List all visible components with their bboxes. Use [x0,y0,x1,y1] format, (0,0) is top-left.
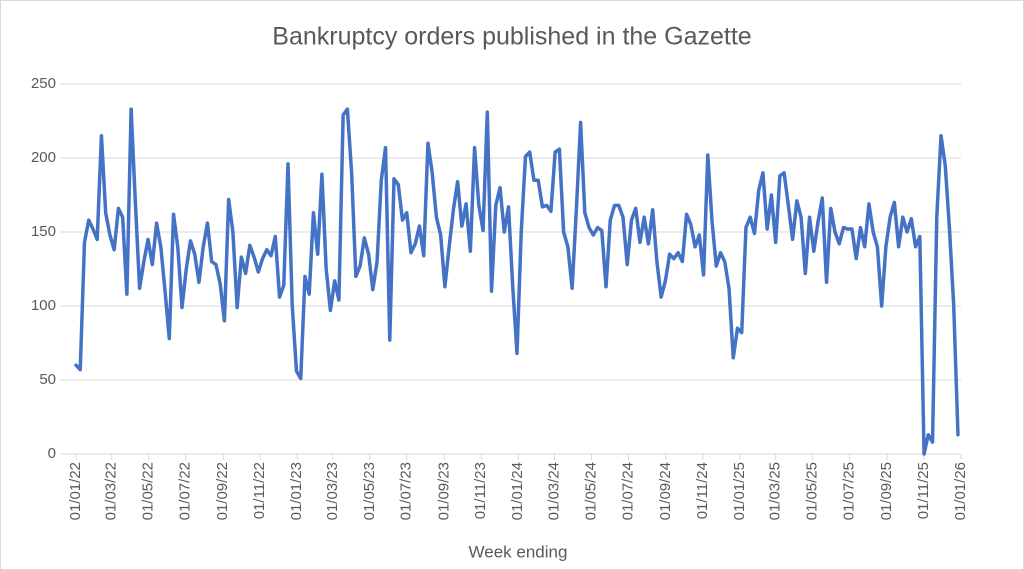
x-tick-label: 01/01/26 [952,462,969,520]
line-series [74,107,960,456]
y-tick-label: 200 [31,149,56,166]
x-tick-label: 01/07/23 [398,462,415,520]
y-tick-label: 50 [39,371,56,388]
x-tick-label: 01/03/22 [103,462,120,520]
x-tick-label: 01/03/24 [546,462,563,520]
x-tick-label: 01/01/25 [731,462,748,520]
x-tick-label: 01/09/22 [214,462,231,520]
x-tick-label: 01/11/23 [472,462,489,519]
x-tick-label: 01/01/23 [288,462,305,520]
x-tick-label: 01/11/24 [694,462,711,519]
x-tick-label: 01/01/24 [509,462,526,520]
x-tick-label: 01/05/22 [140,462,157,520]
x-tick-label: 01/09/24 [657,462,674,520]
x-tick-label: 01/11/22 [251,462,268,519]
x-tick-label: 01/01/22 [67,462,84,520]
x-tick-label: 01/03/23 [324,462,341,520]
x-tick-label: 01/07/25 [841,462,858,520]
x-tick-label: 01/11/25 [915,462,932,519]
y-tick-label: 100 [31,297,56,314]
x-tick-label: 01/03/25 [767,462,784,520]
x-tick-label: 01/07/24 [619,462,636,520]
x-tick-label: 01/05/24 [582,462,599,520]
y-tick-label: 150 [31,223,56,240]
x-tick-label: 01/07/22 [177,462,194,520]
chart-title: Bankruptcy orders published in the Gazet… [272,23,751,51]
x-tick-label: 01/05/23 [361,462,378,520]
x-tick-label: 01/09/25 [878,462,895,520]
x-axis-label: Week ending [469,542,568,561]
x-tick-label: 01/05/25 [804,462,821,520]
x-tick-label: 01/09/23 [435,462,452,520]
y-tick-label: 0 [48,445,56,462]
y-tick-label: 250 [31,75,56,92]
